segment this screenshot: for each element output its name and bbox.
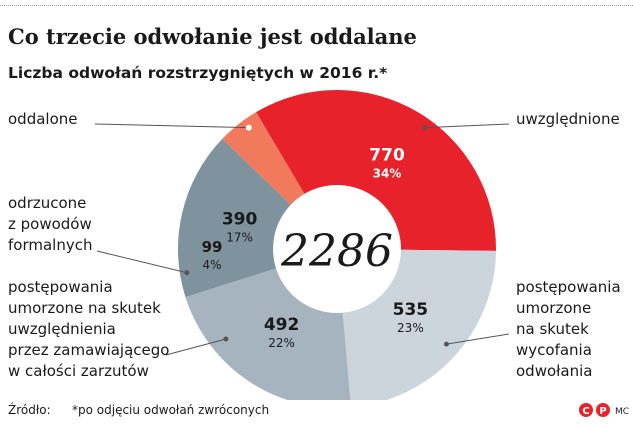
category-label-3: postępowania umorzone na skutek uwzględnie… — [8, 278, 169, 380]
category-label-2: postępowania umorzone na skutek wycofania od… — [516, 278, 621, 380]
leader-line-3 — [165, 338, 226, 356]
slice-value-label-0: 770 — [369, 145, 405, 165]
svg-text:P: P — [599, 406, 606, 417]
donut-slice-4 — [222, 112, 305, 205]
donut-slice-2 — [185, 268, 351, 400]
footnote: *po odjęciu odwołań zwróconych — [72, 403, 270, 417]
category-label-4: odrzucone z powodów formalnych — [8, 194, 92, 254]
slice-value-label-1: 535 — [393, 300, 429, 320]
source-label: Źródło: — [8, 403, 51, 417]
chart-subtitle: Liczba odwołań rozstrzygniętych w 2016 r… — [8, 64, 388, 82]
slice-value-label-3: 390 — [222, 209, 258, 229]
leader-dot-1 — [422, 125, 428, 131]
leader-line-2 — [446, 333, 510, 345]
leader-line-1 — [425, 123, 510, 129]
leader-dot-3 — [223, 336, 229, 342]
leader-line-0 — [94, 123, 249, 129]
category-label-1: uwzględnione — [516, 110, 620, 128]
credit-label: MC — [615, 407, 629, 417]
slice-percent-label-4: 4% — [202, 258, 221, 272]
donut-slice-3 — [178, 138, 291, 298]
chart-title: Co trzecie odwołanie jest oddalane — [8, 24, 417, 49]
slice-percent-label-1: 23% — [397, 321, 424, 335]
leader-dot-4 — [184, 270, 190, 276]
svg-text:C: C — [582, 406, 589, 417]
slice-percent-label-3: 17% — [226, 230, 253, 244]
total-label: 2286 — [280, 226, 393, 277]
leader-dot-0 — [245, 124, 252, 131]
copyright-logo-icon: C P MC — [579, 403, 629, 417]
leader-dot-2 — [443, 341, 449, 347]
leader-line-4 — [96, 250, 187, 274]
slice-value-label-4: 99 — [202, 238, 223, 256]
donut-slice-1 — [342, 249, 496, 400]
category-label-0: oddalone — [8, 110, 78, 128]
slice-percent-label-0: 34% — [373, 166, 402, 180]
top-rule — [0, 5, 633, 6]
slice-value-label-2: 492 — [264, 315, 300, 335]
slice-percent-label-2: 22% — [268, 336, 295, 350]
donut-slice-0 — [256, 89, 497, 251]
